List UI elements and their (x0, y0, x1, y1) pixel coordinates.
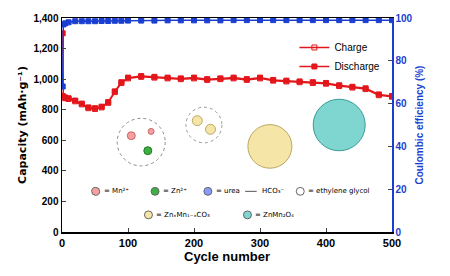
svg-text:200: 200 (42, 196, 59, 207)
svg-text:20: 20 (396, 184, 408, 195)
svg-text:0: 0 (59, 237, 65, 249)
svg-text:80: 80 (396, 55, 408, 66)
svg-text:400: 400 (42, 165, 59, 176)
svg-text:0: 0 (396, 227, 402, 238)
svg-text:800: 800 (42, 104, 59, 115)
svg-text:1,000: 1,000 (33, 74, 58, 85)
svg-text:= Zn²⁺: = Zn²⁺ (163, 187, 187, 195)
svg-text:400: 400 (317, 237, 335, 249)
svg-text:Capacity (mAh·g⁻¹): Capacity (mAh·g⁻¹) (16, 66, 29, 184)
svg-text:100: 100 (119, 237, 137, 249)
svg-text:100: 100 (396, 13, 413, 24)
svg-text:Discharge: Discharge (334, 61, 379, 72)
svg-text:HCO₃⁻: HCO₃⁻ (262, 187, 284, 195)
svg-text:= ZnMn₂O₄: = ZnMn₂O₄ (255, 211, 294, 219)
svg-text:Cycle number: Cycle number (184, 249, 270, 264)
svg-text:500: 500 (383, 237, 401, 249)
svg-text:= urea: = urea (216, 187, 240, 195)
svg-text:= Mn²⁺: = Mn²⁺ (104, 187, 129, 195)
svg-text:200: 200 (185, 237, 203, 249)
svg-text:0: 0 (53, 227, 59, 238)
svg-text:600: 600 (42, 135, 59, 146)
svg-text:= ethylene glycol: = ethylene glycol (308, 187, 370, 195)
svg-text:Coulombic efficiency (%): Coulombic efficiency (%) (414, 66, 425, 185)
svg-text:1,200: 1,200 (33, 43, 58, 54)
svg-text:1,400: 1,400 (33, 13, 58, 24)
svg-text:60: 60 (396, 98, 408, 109)
svg-text:Charge: Charge (334, 42, 367, 53)
svg-text:= ZnₓMn₁₋ₓCO₃: = ZnₓMn₁₋ₓCO₃ (156, 211, 210, 219)
svg-text:300: 300 (251, 237, 269, 249)
svg-text:40: 40 (396, 141, 408, 152)
